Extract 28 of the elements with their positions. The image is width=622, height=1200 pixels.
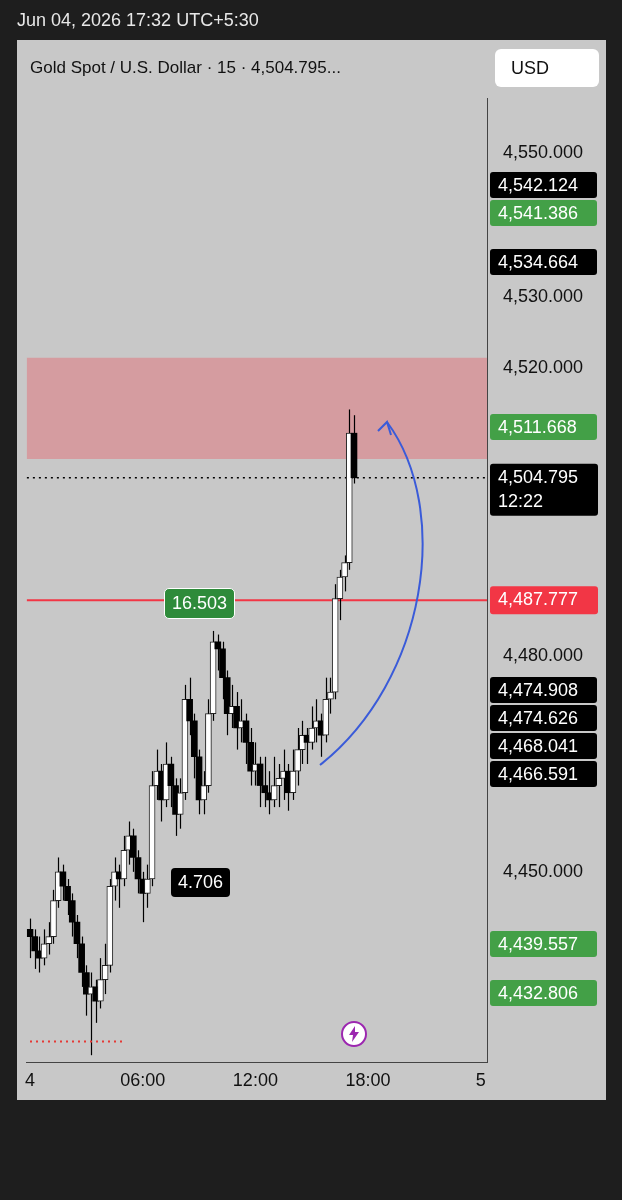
- text: 4,439.557: [490, 931, 597, 957]
- annotation: 16.503: [164, 588, 236, 619]
- ref-line-label: 4,487.777: [498, 589, 579, 610]
- x-tick-label: 5: [475, 1070, 486, 1091]
- text: 4,511.668: [490, 414, 597, 440]
- text: 4,534.664: [490, 249, 597, 275]
- text: 4,474.626: [490, 705, 597, 731]
- y-tick-label: 4,450.000: [503, 860, 584, 881]
- text: 4,468.041: [490, 733, 597, 759]
- candlestick: [26, 917, 34, 959]
- text: Jun 04, 2026 17:32 UTC+5:30: [17, 10, 259, 31]
- y-tick-label: 4,520.000: [503, 357, 584, 378]
- ref-line-label: 4,504.795 12:22: [498, 466, 579, 511]
- annotation: 4.706: [171, 868, 231, 897]
- x-tick-label: 18:00: [345, 1070, 391, 1091]
- chart-title: Gold Spot / U.S. Dollar · 15 · 4,504.795...: [30, 58, 341, 78]
- text: USD: [495, 49, 599, 87]
- text: 4,466.591: [490, 761, 597, 787]
- text: 4,542.124: [490, 172, 597, 198]
- text: 4,432.806: [490, 980, 597, 1006]
- y-tick-label: 4,530.000: [503, 285, 584, 306]
- y-tick-label: 4,550.000: [503, 141, 584, 162]
- text: 4,541.386: [490, 200, 597, 226]
- x-tick-label: 06:00: [120, 1070, 166, 1091]
- x-tick-label: 4: [25, 1070, 36, 1091]
- y-tick-label: 4,480.000: [503, 645, 584, 666]
- text: 4,474.908: [490, 677, 597, 703]
- x-tick-label: 12:00: [232, 1070, 278, 1091]
